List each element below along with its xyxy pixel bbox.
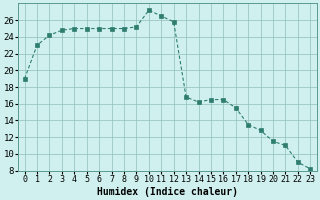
X-axis label: Humidex (Indice chaleur): Humidex (Indice chaleur) [97,186,238,197]
